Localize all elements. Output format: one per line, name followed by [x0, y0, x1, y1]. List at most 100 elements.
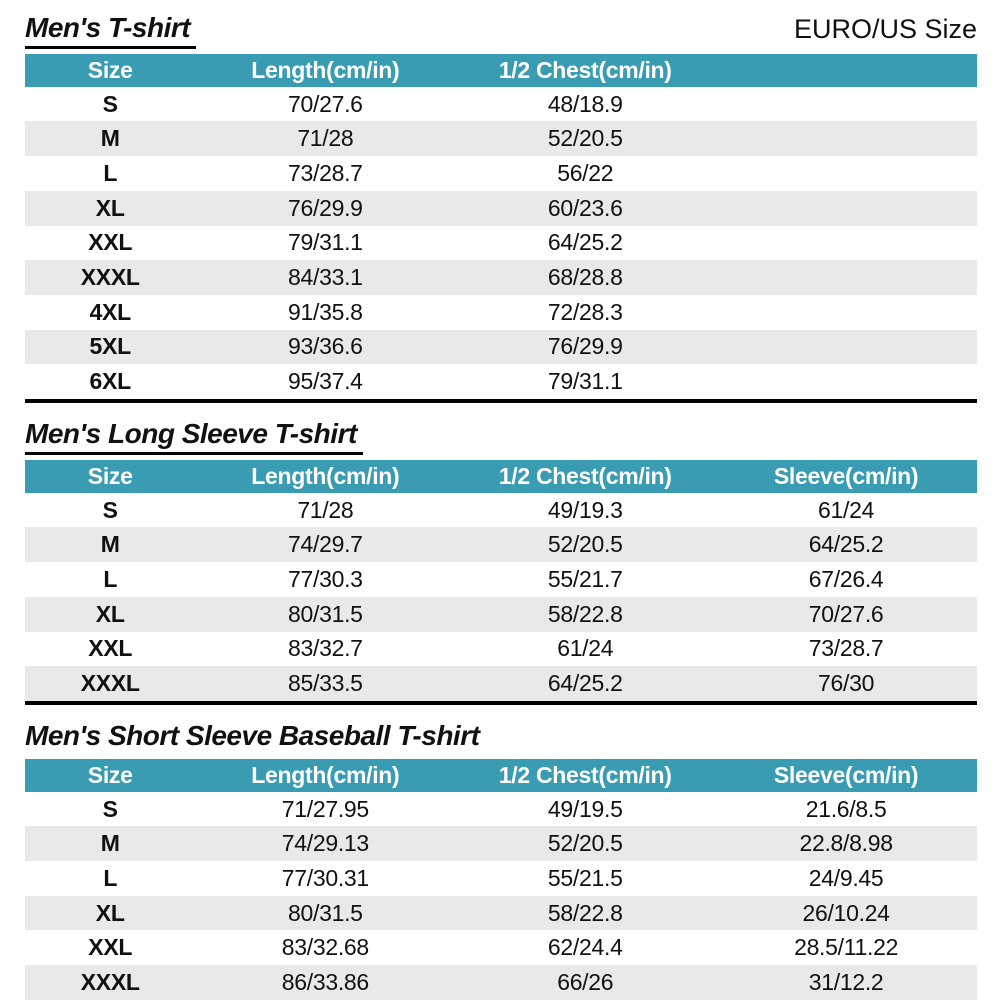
column-header-length: Length(cm/in) — [251, 761, 400, 788]
size-table: Size Length(cm/in) 1/2 Chest(cm/in) S 70/27.… — [25, 53, 977, 403]
column-header-sleeve: Sleeve(cm/in) — [773, 462, 919, 489]
column-header-chest: 1/2 Chest(cm/in) — [498, 761, 672, 788]
measurement-cell: 71/28 — [297, 125, 354, 152]
table-header-row: Size Length(cm/in) 1/2 Chest(cm/in) Sleeve(… — [25, 459, 977, 493]
measurement-cell: 24/9.45 — [808, 864, 884, 891]
size-table-section: Men's Long Sleeve T-shirt Size Length(cm/i… — [25, 418, 977, 705]
measurement-cell: 80/31.5 — [288, 899, 363, 926]
measurement-cell: 70/27.6 — [288, 90, 363, 117]
measurement-cell: 52/20.5 — [547, 830, 623, 857]
table-title-row: Men's Long Sleeve T-shirt — [25, 418, 977, 455]
table-row: S 71/28 49/19.3 61/24 — [25, 492, 977, 528]
measurement-cell: 73/28.7 — [288, 160, 363, 187]
measurement-cell: 52/20.5 — [547, 531, 623, 558]
measurement-cell: 49/19.3 — [547, 496, 623, 523]
measurement-cell: 77/30.3 — [288, 566, 363, 592]
measurement-cell: 21.6/8.5 — [805, 795, 887, 822]
measurement-cell: 73/28.7 — [808, 635, 884, 662]
table-row: XXL 79/31.1 64/25.2 — [25, 225, 977, 261]
measurement-cell: 71/28 — [297, 496, 354, 523]
table-title: Men's Long Sleeve T-shirt — [25, 418, 363, 455]
table-row: 5XL 93/36.6 76/29.9 — [25, 329, 977, 365]
measurement-cell: 76/30 — [818, 670, 875, 697]
size-cell: L — [103, 566, 118, 592]
measurement-cell: 55/21.5 — [547, 864, 623, 891]
measurement-cell: 93/36.6 — [288, 333, 363, 360]
column-header-chest: 1/2 Chest(cm/in) — [498, 462, 672, 489]
table-row: L 77/30.31 55/21.5 24/9.45 — [25, 861, 977, 896]
size-table: Size Length(cm/in) 1/2 Chest(cm/in) Sleeve(… — [25, 459, 977, 705]
table-row: S 71/27.95 49/19.5 21.6/8.5 — [25, 791, 977, 827]
size-cell: XXL — [88, 229, 133, 256]
table-row: M 74/29.13 52/20.5 22.8/8.98 — [25, 826, 977, 862]
measurement-cell: 61/24 — [557, 635, 614, 662]
measurement-cell: 56/22 — [557, 160, 614, 187]
measurement-cell: 64/25.2 — [808, 531, 884, 558]
size-table-section: Men's Short Sleeve Baseball T-shirt Size L… — [25, 720, 977, 1000]
measurement-cell: 74/29.7 — [288, 531, 363, 558]
size-cell: L — [103, 864, 118, 891]
size-table: Size Length(cm/in) 1/2 Chest(cm/in) Sleeve(… — [25, 758, 977, 1000]
measurement-cell: 79/31.1 — [547, 368, 623, 395]
column-header-size: Size — [87, 56, 133, 83]
measurement-cell: 67/26.4 — [808, 566, 884, 592]
measurement-cell: 95/37.4 — [288, 368, 363, 395]
size-cell: M — [100, 125, 120, 152]
size-cell: L — [103, 160, 118, 187]
measurement-cell: 60/23.6 — [547, 194, 623, 221]
measurement-cell: 66/26 — [557, 968, 614, 995]
table-row: 4XL 91/35.8 72/28.3 — [25, 294, 977, 330]
size-cell: XL — [95, 899, 125, 926]
measurement-cell: 52/20.5 — [547, 125, 623, 152]
table-row: XL 76/29.9 60/23.6 — [25, 190, 977, 226]
column-header-chest: 1/2 Chest(cm/in) — [498, 56, 672, 83]
size-cell: 4XL — [89, 298, 132, 325]
column-header-sleeve: Sleeve(cm/in) — [773, 761, 919, 788]
size-cell: M — [100, 830, 120, 857]
measurement-cell: 86/33.86 — [281, 968, 369, 995]
table-row: 6XL 95/37.4 79/31.1 — [25, 364, 977, 399]
size-standard-label: EURO/US Size — [793, 14, 977, 45]
measurement-cell: 71/27.95 — [281, 795, 369, 822]
measurement-cell: 84/33.1 — [288, 264, 363, 291]
column-header-length: Length(cm/in) — [251, 56, 400, 83]
table-header-row: Size Length(cm/in) 1/2 Chest(cm/in) Sleeve(… — [25, 758, 977, 792]
table-row: L 73/28.7 56/22 — [25, 156, 977, 191]
size-cell: 6XL — [89, 368, 132, 395]
size-cell: XXXL — [80, 670, 140, 697]
table-title-row: Men's Short Sleeve Baseball T-shirt — [25, 720, 977, 754]
measurement-cell: 68/28.8 — [547, 264, 623, 291]
size-cell: 5XL — [89, 333, 132, 360]
measurement-cell: 76/29.9 — [547, 333, 623, 360]
size-cell: XL — [95, 194, 125, 221]
table-row: S 70/27.6 48/18.9 — [25, 86, 977, 122]
table-row: XXXL 86/33.86 66/26 31/12.2 — [25, 965, 977, 1000]
measurement-cell: 55/21.7 — [547, 566, 623, 592]
table-title: Men's T-shirt — [25, 12, 197, 49]
measurement-cell: 85/33.5 — [288, 670, 363, 697]
table-row: M 74/29.7 52/20.5 64/25.2 — [25, 527, 977, 563]
size-table-section: Men's T-shirt EURO/US Size Size Length(cm/i… — [25, 12, 977, 403]
measurement-cell: 70/27.6 — [808, 600, 884, 627]
size-cell: XL — [95, 600, 125, 627]
table-row: L 77/30.3 55/21.7 67/26.4 — [25, 562, 977, 597]
table-row: XL 80/31.5 58/22.8 26/10.24 — [25, 895, 977, 931]
table-header-row: Size Length(cm/in) 1/2 Chest(cm/in) — [25, 53, 977, 87]
column-header-size: Size — [87, 761, 133, 788]
size-cell: XXXL — [80, 264, 140, 291]
table-row: XL 80/31.5 58/22.8 70/27.6 — [25, 596, 977, 632]
measurement-cell: 80/31.5 — [288, 600, 363, 627]
measurement-cell: 64/25.2 — [547, 229, 623, 256]
measurement-cell: 58/22.8 — [547, 899, 623, 926]
size-tables-container: Men's T-shirt EURO/US Size Size Length(cm/i… — [0, 12, 1000, 1000]
measurement-cell: 22.8/8.98 — [799, 830, 893, 857]
size-cell: S — [102, 90, 118, 117]
size-cell: S — [102, 795, 118, 822]
measurement-cell: 79/31.1 — [288, 229, 363, 256]
measurement-cell: 62/24.4 — [547, 934, 623, 961]
table-row: XXL 83/32.7 61/24 73/28.7 — [25, 631, 977, 667]
measurement-cell: 72/28.3 — [547, 298, 623, 325]
measurement-cell: 58/22.8 — [547, 600, 623, 627]
measurement-cell: 48/18.9 — [547, 90, 623, 117]
